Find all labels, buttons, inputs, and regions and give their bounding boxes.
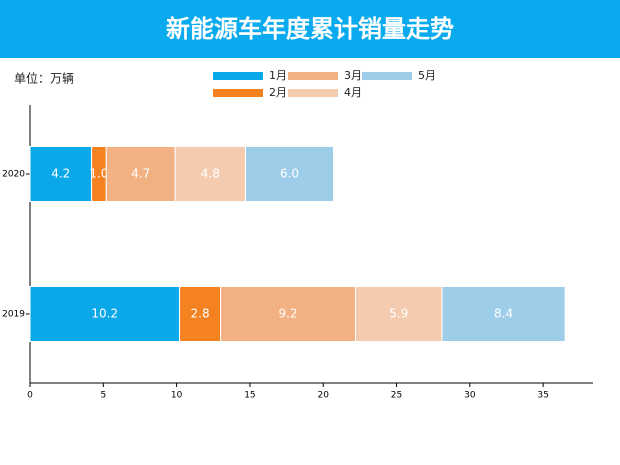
title-banner [0,0,620,58]
data-label: 5.9 [389,307,408,321]
legend-label: 4月 [344,86,362,99]
bar-segment [354,286,443,342]
bar-segment [441,286,566,342]
x-tick-label: 25 [391,391,402,401]
legend-swatch [288,72,338,80]
legend-swatch [362,72,412,80]
legend-swatch [213,89,263,97]
legend-label: 1月 [269,69,287,82]
unit-label: 单位：万辆 [14,71,74,86]
x-tick-label: 5 [100,391,106,401]
x-tick-label: 0 [27,391,33,401]
legend-label: 2月 [269,86,287,99]
data-label: 4.7 [131,167,150,181]
bar-segment [105,146,176,202]
legend-label: 5月 [418,69,436,82]
legend-swatch [213,72,263,80]
bar-segment [245,146,334,202]
data-label: 6.0 [280,167,299,181]
data-label: 9.2 [278,307,297,321]
x-tick-label: 10 [171,391,183,401]
chart-title: 新能源车年度累计销量走势 [166,15,454,43]
data-label: 1.0 [89,167,108,181]
x-tick-label: 30 [464,391,476,401]
data-label: 4.2 [51,167,70,181]
bar-segment [179,286,222,342]
data-label: 8.4 [494,307,513,321]
x-tick-label: 20 [318,391,330,401]
x-tick-label: 35 [537,391,548,401]
data-label: 10.2 [91,307,118,321]
bar-segment [220,286,356,342]
y-tick-label: 2020 [2,170,25,180]
x-tick-label: 15 [244,391,255,401]
legend-label: 3月 [344,69,362,82]
bar-segment [174,146,247,202]
data-label: 2.8 [191,307,210,321]
legend-swatch [288,89,338,97]
y-tick-label: 2019 [2,310,25,320]
data-label: 4.8 [201,167,220,181]
